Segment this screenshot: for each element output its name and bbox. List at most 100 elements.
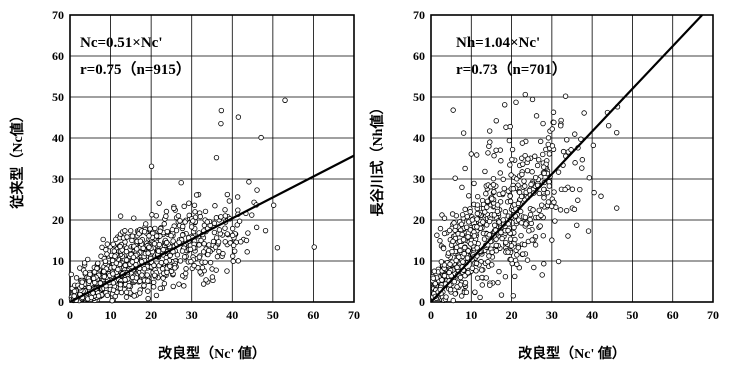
scatter-point: [122, 277, 128, 283]
scatter-point: [441, 273, 448, 279]
scatter-point: [462, 244, 468, 251]
scatter-point: [205, 251, 211, 258]
scatter-point: [234, 194, 241, 200]
scatter-point: [614, 205, 620, 211]
scatter-point: [440, 245, 447, 252]
scatter-point: [464, 213, 470, 220]
scatter-point: [450, 297, 456, 304]
scatter-point: [519, 140, 526, 146]
scatter-point: [274, 245, 281, 251]
scatter-point: [151, 279, 157, 286]
scatter-point: [155, 248, 162, 254]
scatter-point: [591, 189, 597, 196]
x-axis-title: 改良型（Nc' 値）: [158, 345, 266, 362]
scatter-point: [491, 222, 498, 228]
scatter-point: [483, 275, 489, 281]
scatter-point: [112, 253, 118, 259]
scatter-point: [141, 229, 148, 235]
stats-label: r=0.73（n=701）: [456, 60, 567, 78]
scatter-point: [536, 190, 543, 197]
scatter-point: [541, 186, 547, 193]
scatter-point: [562, 93, 569, 99]
plot-frame: [69, 14, 355, 303]
scatter-point: [529, 237, 535, 243]
scatter-point: [498, 158, 504, 164]
scatter-point: [503, 239, 509, 246]
scatter-point: [167, 263, 173, 269]
scatter-point: [77, 265, 83, 271]
scatter-point: [109, 297, 115, 304]
scatter-point: [520, 161, 526, 167]
scatter-point: [498, 229, 504, 236]
scatter-point: [104, 251, 110, 257]
scatter-point: [474, 275, 481, 281]
scatter-point: [207, 259, 214, 266]
scatter-point: [151, 241, 158, 247]
scatter-point: [458, 221, 465, 227]
scatter-point: [472, 289, 478, 295]
scatter-point: [551, 189, 557, 195]
scatter-point: [475, 193, 481, 200]
scatter-point: [512, 236, 518, 243]
scatter-point: [546, 151, 553, 157]
scatter-point: [234, 222, 240, 228]
scatter-point: [158, 259, 165, 266]
y-tick-label: 50: [413, 90, 425, 104]
scatter-point: [81, 260, 88, 266]
x-tick-label: 20: [506, 308, 518, 322]
scatter-point: [557, 207, 564, 213]
scatter-point: [212, 244, 219, 250]
scatter-point: [451, 220, 457, 226]
scatter-point: [585, 228, 592, 234]
scatter-point: [579, 165, 585, 171]
scatter-point: [549, 126, 555, 132]
scatter-point: [538, 212, 544, 219]
scatter-point: [193, 192, 200, 198]
y-tick-label: 30: [413, 172, 425, 186]
scatter-point: [79, 279, 85, 285]
scatter-point: [555, 169, 562, 175]
scatter-point: [186, 200, 192, 206]
scatter-point: [181, 203, 187, 210]
scatter-point: [437, 238, 443, 244]
scatter-point: [441, 262, 448, 268]
scatter-point: [187, 246, 194, 253]
scatter-point: [86, 278, 92, 284]
scatter-point: [199, 264, 206, 271]
scatter-point: [163, 259, 169, 265]
scatter-point: [536, 157, 542, 163]
scatter-point: [490, 182, 497, 188]
scatter-point: [161, 221, 167, 227]
x-tick-label: 0: [428, 308, 434, 322]
scatter-point: [126, 283, 132, 289]
scatter-point: [447, 287, 454, 293]
scatter-point: [134, 246, 140, 252]
scatter-point: [144, 272, 150, 278]
y-tick-label: 0: [419, 295, 425, 309]
y-tick-label: 20: [52, 213, 64, 227]
scatter-point: [245, 230, 251, 236]
scatter-point: [479, 282, 485, 288]
x-axis-title: 改良型（Nc' 値）: [518, 345, 626, 362]
scatter-point: [137, 278, 143, 284]
scatter-point: [123, 257, 130, 263]
y-axis-title: 長谷川式（Nh値）: [369, 101, 386, 217]
scatter-point: [232, 248, 238, 254]
x-tick-label: 60: [307, 308, 319, 322]
scatter-point: [153, 292, 160, 299]
scatter-point: [522, 214, 529, 221]
scatter-point: [212, 203, 218, 209]
scatter-point: [462, 272, 468, 279]
scatter-point: [474, 216, 480, 222]
scatter-point: [104, 292, 110, 299]
scatter-point: [515, 200, 522, 207]
scatter-point: [101, 268, 107, 275]
equation-label: Nc=0.51×Nc': [80, 35, 163, 51]
x-tick-label: 70: [707, 308, 719, 322]
scatter-point: [137, 238, 144, 244]
scatter-point: [95, 293, 102, 299]
scatter-point: [541, 170, 547, 177]
stats-label: r=0.75（n=915）: [80, 60, 191, 78]
scatter-point: [202, 259, 208, 265]
scatter-point: [164, 228, 170, 235]
